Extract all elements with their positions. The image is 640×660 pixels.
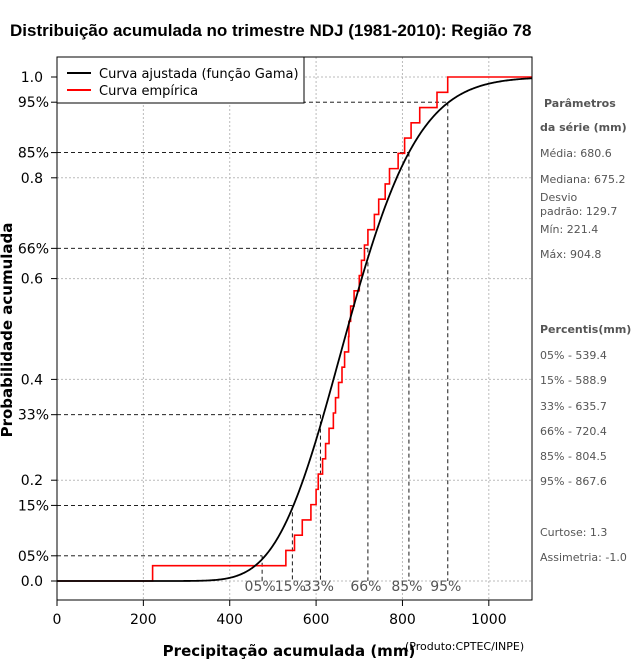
x-tick-label: 200 [130, 612, 157, 628]
x-axis-label: Precipitação acumulada (mm) [163, 642, 416, 660]
pct-tick-label: 95% [18, 95, 49, 111]
params-heading-line2: da série (mm) [540, 121, 627, 134]
x-tick-label: 600 [303, 612, 330, 628]
sidebar-parameters: Parâmetros da série (mm) Média: 680.6 Me… [540, 97, 631, 564]
y-tick-label: 1.0 [21, 70, 43, 86]
percentile-bottom-label: 15% [275, 579, 306, 595]
param-min: Mín: 221.4 [540, 223, 598, 236]
percentile-bottom-label: 05% [245, 579, 276, 595]
y-tick-label: 0.8 [21, 171, 43, 187]
pct-tick-label: 05% [18, 549, 49, 565]
plot-area [57, 57, 532, 600]
credit-text: (Produto:CPTEC/INPE) [405, 640, 524, 653]
percentil-15: 15% - 588.9 [540, 374, 607, 387]
param-max: Máx: 904.8 [540, 248, 601, 261]
percentil-33: 33% - 635.7 [540, 400, 607, 413]
x-tick-label: 0 [53, 612, 62, 628]
legend: Curva ajustada (função Gama) Curva empíri… [56, 56, 305, 104]
legend-box [56, 56, 305, 104]
pct-tick-label: 33% [18, 408, 49, 424]
percentile-bottom-label: 85% [391, 579, 422, 595]
param-desvio-line1: Desvio [540, 191, 578, 204]
percentile-bottom-label: 95% [430, 579, 461, 595]
axes: 0 200 400 600 800 10000.00.20.40.60.81.005%15… [18, 56, 533, 628]
param-desvio-line2: padrão: 129.7 [540, 205, 617, 218]
percentil-95: 95% - 867.6 [540, 475, 607, 488]
stat-assimetria: Assimetria: -1.0 [540, 551, 627, 564]
param-media: Média: 680.6 [540, 147, 612, 160]
chart-title: Distribuição acumulada no trimestre NDJ … [10, 21, 532, 40]
legend-label: Curva empírica [99, 84, 198, 99]
percentil-05: 05% - 539.4 [540, 349, 607, 362]
param-mediana: Mediana: 675.2 [540, 173, 625, 186]
percentile-bottom-label: 33% [303, 579, 334, 595]
percentil-66: 66% - 720.4 [540, 425, 607, 438]
pct-tick-label: 15% [18, 498, 49, 514]
x-tick-label: 400 [216, 612, 243, 628]
series-layer [57, 76, 533, 582]
y-tick-label: 0.2 [21, 473, 43, 489]
y-axis-label: Probabilidade acumulada [0, 223, 16, 438]
percentil-85: 85% - 804.5 [540, 450, 607, 463]
params-heading-line1: Parâmetros [544, 97, 616, 110]
empirical-step-curve [57, 76, 532, 582]
pct-tick-label: 66% [18, 241, 49, 257]
x-tick-label: 800 [389, 612, 416, 628]
legend-label: Curva ajustada (função Gama) [99, 67, 299, 82]
pct-tick-label: 85% [18, 146, 49, 162]
stat-curtose: Curtose: 1.3 [540, 526, 607, 539]
y-tick-label: 0.6 [21, 272, 43, 288]
x-tick-label: 1000 [471, 612, 507, 628]
y-tick-label: 0.0 [21, 574, 43, 590]
percentile-bottom-label: 66% [350, 579, 381, 595]
gamma-fit-curve [57, 77, 533, 582]
plot-background [57, 57, 532, 600]
percentis-heading: Percentis(mm) [540, 323, 631, 336]
y-tick-label: 0.4 [21, 372, 43, 388]
